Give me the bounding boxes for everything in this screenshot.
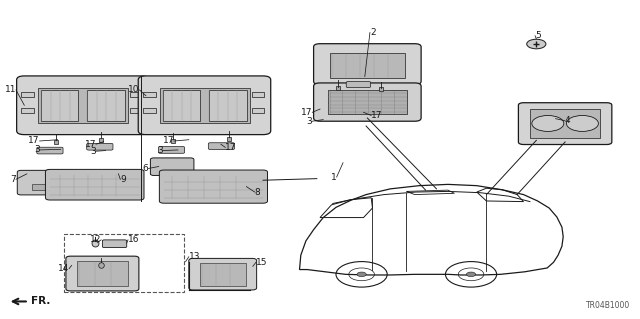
- FancyBboxPatch shape: [87, 144, 113, 150]
- Bar: [64, 234, 184, 292]
- Text: 8: 8: [255, 188, 260, 197]
- FancyBboxPatch shape: [159, 170, 268, 203]
- Bar: [200, 263, 246, 286]
- Bar: [32, 184, 56, 190]
- Text: 11: 11: [4, 85, 16, 94]
- FancyBboxPatch shape: [17, 170, 71, 195]
- FancyBboxPatch shape: [314, 44, 421, 85]
- Bar: [328, 90, 407, 114]
- Bar: [38, 88, 128, 123]
- Bar: [330, 53, 405, 78]
- Bar: [143, 108, 156, 113]
- Text: 17: 17: [301, 108, 312, 117]
- Bar: [130, 92, 143, 97]
- Text: 3: 3: [90, 147, 96, 156]
- FancyBboxPatch shape: [159, 146, 184, 153]
- Circle shape: [566, 115, 598, 131]
- Circle shape: [532, 115, 564, 131]
- Text: 16: 16: [128, 235, 140, 244]
- Text: 17: 17: [163, 137, 174, 145]
- Text: TR04B1000: TR04B1000: [586, 301, 630, 310]
- Bar: [77, 261, 128, 286]
- Text: 9: 9: [120, 175, 126, 184]
- Text: 12: 12: [90, 235, 101, 244]
- FancyBboxPatch shape: [66, 256, 139, 291]
- FancyBboxPatch shape: [208, 143, 234, 149]
- FancyBboxPatch shape: [314, 83, 421, 121]
- Text: 17: 17: [225, 143, 237, 152]
- Bar: [252, 92, 264, 97]
- Text: 3: 3: [307, 117, 312, 126]
- Text: 3: 3: [34, 145, 40, 154]
- Text: 17: 17: [28, 137, 40, 145]
- Text: FR.: FR.: [31, 296, 50, 307]
- Bar: [41, 90, 78, 121]
- Bar: [21, 108, 34, 113]
- FancyBboxPatch shape: [518, 103, 612, 145]
- Text: 13: 13: [189, 252, 200, 261]
- Text: 17: 17: [84, 140, 96, 149]
- Bar: [87, 90, 125, 121]
- FancyBboxPatch shape: [36, 147, 63, 154]
- FancyBboxPatch shape: [150, 158, 194, 175]
- FancyBboxPatch shape: [45, 169, 144, 200]
- Text: 4: 4: [564, 116, 570, 125]
- Text: 17: 17: [371, 111, 383, 120]
- Bar: [163, 90, 200, 121]
- Text: 3: 3: [157, 146, 163, 155]
- Bar: [21, 92, 34, 97]
- Text: 1: 1: [331, 173, 337, 182]
- FancyBboxPatch shape: [346, 81, 371, 87]
- Text: 6: 6: [143, 164, 148, 173]
- Circle shape: [357, 272, 366, 277]
- Bar: [252, 108, 264, 113]
- Bar: [143, 92, 156, 97]
- Bar: [530, 109, 600, 138]
- Text: 7: 7: [10, 175, 16, 184]
- FancyBboxPatch shape: [138, 76, 271, 135]
- Bar: [209, 90, 247, 121]
- Text: 15: 15: [256, 258, 268, 267]
- FancyBboxPatch shape: [189, 258, 257, 290]
- Text: 5: 5: [535, 31, 541, 40]
- FancyBboxPatch shape: [17, 76, 149, 135]
- Circle shape: [467, 272, 476, 277]
- Bar: [160, 88, 250, 123]
- Circle shape: [527, 39, 546, 49]
- Text: 2: 2: [370, 28, 376, 37]
- Text: 14: 14: [58, 264, 69, 273]
- Text: 10: 10: [128, 85, 140, 94]
- Bar: [130, 108, 143, 113]
- FancyBboxPatch shape: [102, 240, 127, 248]
